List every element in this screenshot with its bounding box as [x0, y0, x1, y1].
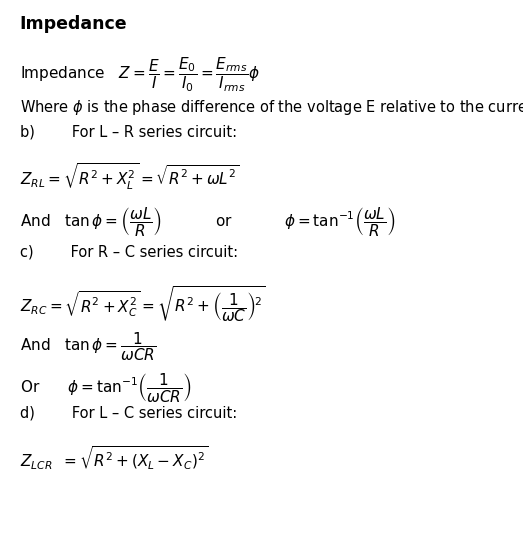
Text: And   $\tan\phi = \left(\dfrac{\omega L}{R}\right)$           or           $\phi: And $\tan\phi = \left(\dfrac{\omega L}{R… — [20, 205, 395, 238]
Text: $Z_{RL} = \sqrt{R^2 + X_L^2} = \sqrt{R^2 + \omega L^2}$: $Z_{RL} = \sqrt{R^2 + X_L^2} = \sqrt{R^2… — [20, 162, 240, 192]
Text: Impedance: Impedance — [20, 15, 128, 33]
Text: Where $\phi$ is the phase difference of the voltage E relative to the current I.: Where $\phi$ is the phase difference of … — [20, 98, 523, 117]
Text: d)        For L – C series circuit:: d) For L – C series circuit: — [20, 406, 237, 421]
Text: Or      $\phi = \tan^{-1}\!\left(\dfrac{1}{\omega CR}\right)$: Or $\phi = \tan^{-1}\!\left(\dfrac{1}{\o… — [20, 371, 191, 404]
Text: b)        For L – R series circuit:: b) For L – R series circuit: — [20, 125, 237, 140]
Text: And   $\tan\phi = \dfrac{1}{\omega CR}$: And $\tan\phi = \dfrac{1}{\omega CR}$ — [20, 331, 156, 363]
Text: $Z_{RC} = \sqrt{R^2 + X_C^2} = \sqrt{R^2 + \left(\dfrac{1}{\omega C}\right)^{\!2: $Z_{RC} = \sqrt{R^2 + X_C^2} = \sqrt{R^2… — [20, 284, 265, 324]
Text: c)        For R – C series circuit:: c) For R – C series circuit: — [20, 244, 238, 259]
Text: $Z_{LCR}\;\; = \sqrt{R^2 + (X_L - X_C)^2}$: $Z_{LCR}\;\; = \sqrt{R^2 + (X_L - X_C)^2… — [20, 444, 208, 472]
Text: Impedance   $Z = \dfrac{E}{I} = \dfrac{E_0}{I_0} = \dfrac{E_{rms}}{I_{rms}}\phi$: Impedance $Z = \dfrac{E}{I} = \dfrac{E_0… — [20, 56, 259, 94]
